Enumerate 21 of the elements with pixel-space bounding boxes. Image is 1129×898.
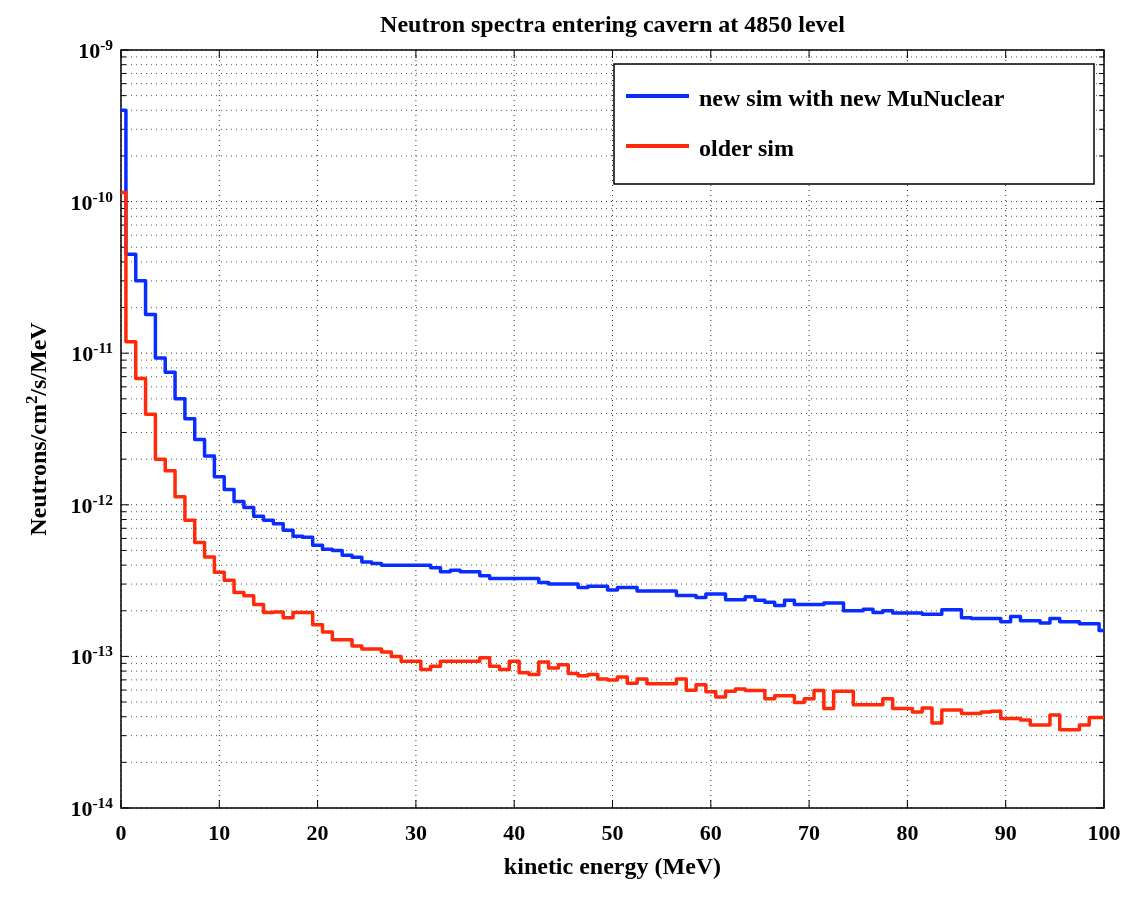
x-tick-label: 10 bbox=[208, 820, 231, 845]
y-tick-label: 10$^{-11}$ bbox=[71, 338, 113, 367]
chart-title: Neutron spectra entering cavern at 4850 level bbox=[380, 11, 846, 37]
x-tick-label: 20 bbox=[306, 820, 329, 845]
x-tick-label: 100 bbox=[1087, 820, 1121, 845]
x-tick-label: 30 bbox=[404, 820, 427, 845]
y-tick-label: 10$^{-9}$ bbox=[78, 35, 114, 63]
legend-label: new sim with new MuNuclear bbox=[699, 85, 1005, 111]
y-tick-label: 10$^{-10}$ bbox=[70, 187, 114, 215]
x-tick-label: 50 bbox=[601, 820, 624, 845]
legend-label: older sim bbox=[699, 135, 794, 161]
x-tick-label: 90 bbox=[994, 820, 1017, 845]
y-tick-label: 10$^{-14}$ bbox=[70, 793, 114, 821]
y-tick-label: 10$^{-12}$ bbox=[70, 490, 114, 518]
x-axis-title: kinetic energy (MeV) bbox=[503, 853, 722, 879]
x-tick-label: 80 bbox=[896, 820, 919, 845]
y-tick-label: 10$^{-13}$ bbox=[70, 641, 114, 670]
x-tick-label: 70 bbox=[798, 820, 821, 845]
x-tick-label: 40 bbox=[503, 820, 526, 845]
x-tick-label: 0 bbox=[115, 820, 127, 845]
x-tick-label: 60 bbox=[699, 820, 722, 845]
